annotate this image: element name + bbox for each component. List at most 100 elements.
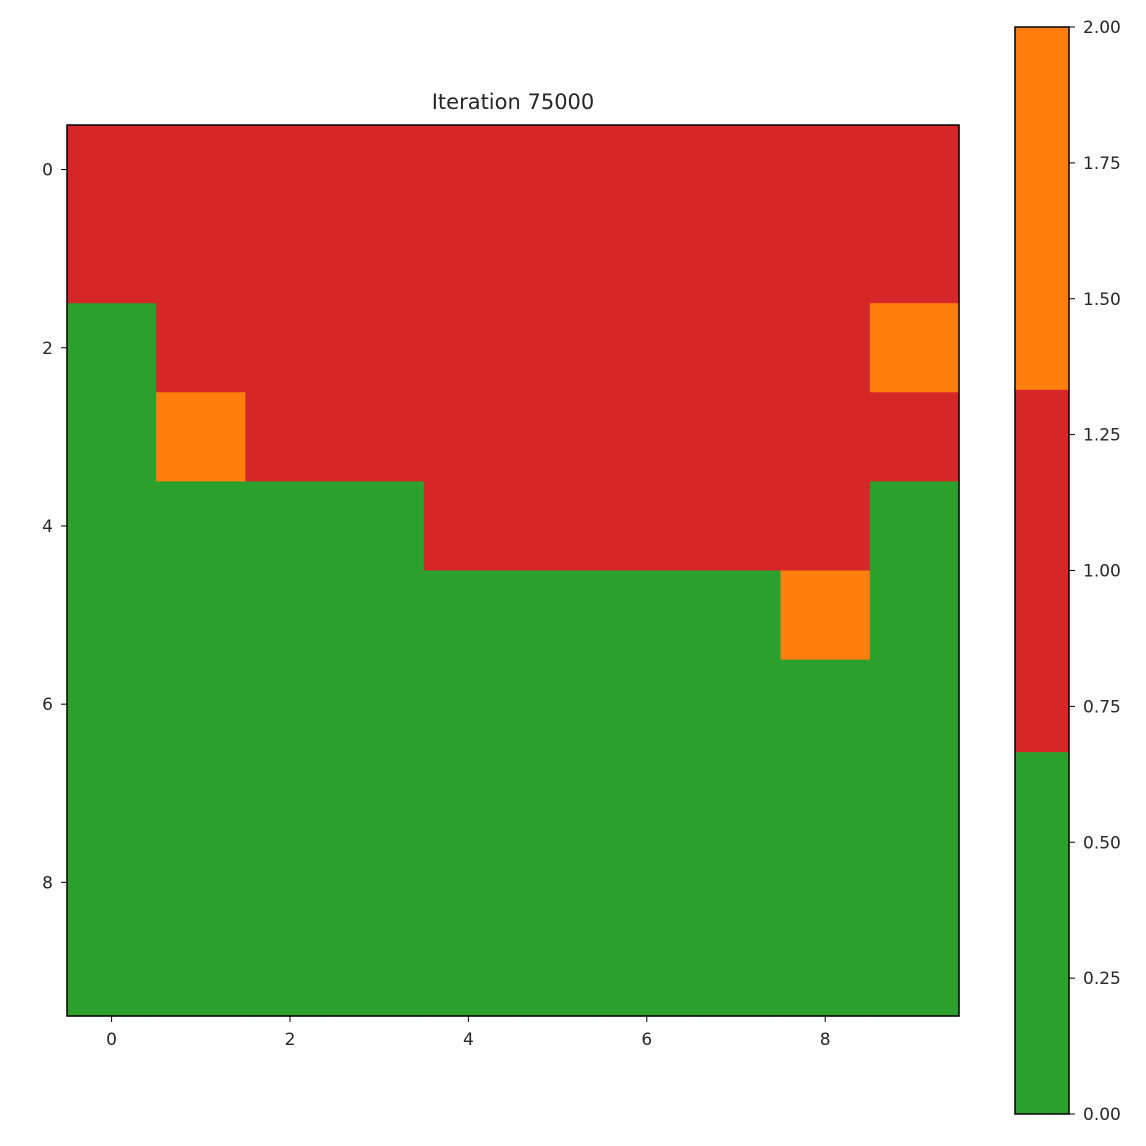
heatmap-cell — [869, 481, 960, 572]
heatmap-cell — [423, 659, 514, 750]
heatmap-cell — [156, 837, 246, 928]
heatmap-cell — [156, 392, 246, 482]
heatmap-cell — [780, 392, 871, 482]
y-tick-label: 2 — [42, 339, 53, 359]
heatmap-cell — [423, 926, 514, 1017]
heatmap-cell — [334, 659, 425, 750]
heatmap-cell — [334, 214, 425, 304]
heatmap-cell — [691, 748, 782, 839]
heatmap-cell — [869, 748, 960, 839]
colorbar-tick-label: 1.75 — [1083, 154, 1121, 174]
heatmap-cell — [513, 214, 603, 304]
heatmap-cell — [67, 392, 157, 482]
heatmap-cell — [691, 303, 782, 393]
colorbar-tick-label: 1.25 — [1083, 426, 1121, 446]
colorbar-tick-label: 1.50 — [1083, 290, 1121, 310]
heatmap-cell — [67, 748, 157, 839]
heatmap-cell — [156, 125, 246, 215]
heatmap-cell — [691, 837, 782, 928]
heatmap-cell — [780, 125, 871, 215]
heatmap-cell — [67, 125, 157, 215]
heatmap-cell — [334, 392, 425, 482]
heatmap-cell — [691, 214, 782, 304]
heatmap-cell — [780, 837, 871, 928]
heatmap-cell — [602, 837, 692, 928]
heatmap-cell — [513, 125, 603, 215]
x-axis: 0 2 4 6 8 — [106, 1016, 831, 1050]
colorbar-segment — [1015, 27, 1069, 390]
heatmap-cell — [67, 659, 157, 750]
heatmap-cell — [602, 570, 692, 661]
heatmap-cell — [780, 570, 871, 661]
heatmap-cell — [156, 570, 246, 661]
heatmap-cell — [67, 570, 157, 661]
heatmap-cell — [334, 303, 425, 393]
heatmap-cell — [245, 659, 336, 750]
heatmap-cell — [691, 659, 782, 750]
heatmap-cell — [156, 926, 246, 1017]
colorbar-tick-label: 1.00 — [1083, 562, 1121, 582]
y-tick-label: 0 — [42, 161, 53, 181]
heatmap-cell — [780, 748, 871, 839]
heatmap-cell — [691, 926, 782, 1017]
heatmap-cell — [869, 570, 960, 661]
heatmap-cell — [67, 303, 157, 393]
heatmap-cell — [780, 303, 871, 393]
heatmap-cell — [334, 837, 425, 928]
x-tick-label: 2 — [285, 1030, 296, 1050]
heatmap-cell — [245, 748, 336, 839]
heatmap-cell — [513, 481, 603, 572]
heatmap-cell — [602, 303, 692, 393]
heatmap-cell — [602, 926, 692, 1017]
heatmap-cell — [245, 926, 336, 1017]
heatmap-cell — [423, 392, 514, 482]
heatmap-cell — [67, 481, 157, 572]
heatmap-cell — [513, 659, 603, 750]
heatmap-cell — [691, 481, 782, 572]
plot-frame — [66, 124, 960, 1017]
heatmap-cell — [245, 837, 336, 928]
heatmap-cell — [334, 125, 425, 215]
heatmap-cell — [334, 748, 425, 839]
y-tick-label: 4 — [42, 517, 53, 537]
heatmap-cell — [423, 214, 514, 304]
heatmap-cell — [869, 659, 960, 750]
heatmap-cell — [423, 748, 514, 839]
heatmap-cells — [67, 125, 960, 1017]
heatmap-cell — [156, 659, 246, 750]
heatmap-cell — [602, 481, 692, 572]
heatmap-cell — [245, 125, 336, 215]
heatmap-cell — [334, 570, 425, 661]
heatmap-cell — [780, 214, 871, 304]
heatmap-cell — [245, 570, 336, 661]
colorbar-segment — [1015, 751, 1069, 1115]
heatmap-cell — [869, 214, 960, 304]
x-tick-label: 0 — [106, 1030, 117, 1050]
heatmap-cell — [602, 214, 692, 304]
colorbar-axis: 0.00 0.25 0.50 0.75 1.00 1.25 1.50 1.75 2.00 — [1069, 18, 1121, 1125]
heatmap-cell — [423, 125, 514, 215]
heatmap-cell — [602, 748, 692, 839]
heatmap-cell — [334, 926, 425, 1017]
heatmap-cell — [780, 481, 871, 572]
heatmap-cell — [602, 125, 692, 215]
heatmap-cell — [691, 125, 782, 215]
heatmap-cell — [780, 926, 871, 1017]
heatmap-cell — [780, 659, 871, 750]
heatmap-cell — [67, 837, 157, 928]
heatmap-cell — [602, 392, 692, 482]
heatmap-cell — [245, 392, 336, 482]
heatmap-cell — [513, 570, 603, 661]
colorbar-tick-label: 0.75 — [1083, 697, 1121, 717]
chart-title: Iteration 75000 — [432, 90, 595, 114]
heatmap-cell — [602, 659, 692, 750]
colorbar-tick-label: 0.00 — [1083, 1105, 1121, 1125]
heatmap-cell — [513, 837, 603, 928]
heatmap-cell — [691, 570, 782, 661]
heatmap-cell — [513, 392, 603, 482]
heatmap-cell — [869, 392, 960, 482]
heatmap-cell — [156, 748, 246, 839]
heatmap-cell — [869, 926, 960, 1017]
heatmap-cell — [513, 926, 603, 1017]
